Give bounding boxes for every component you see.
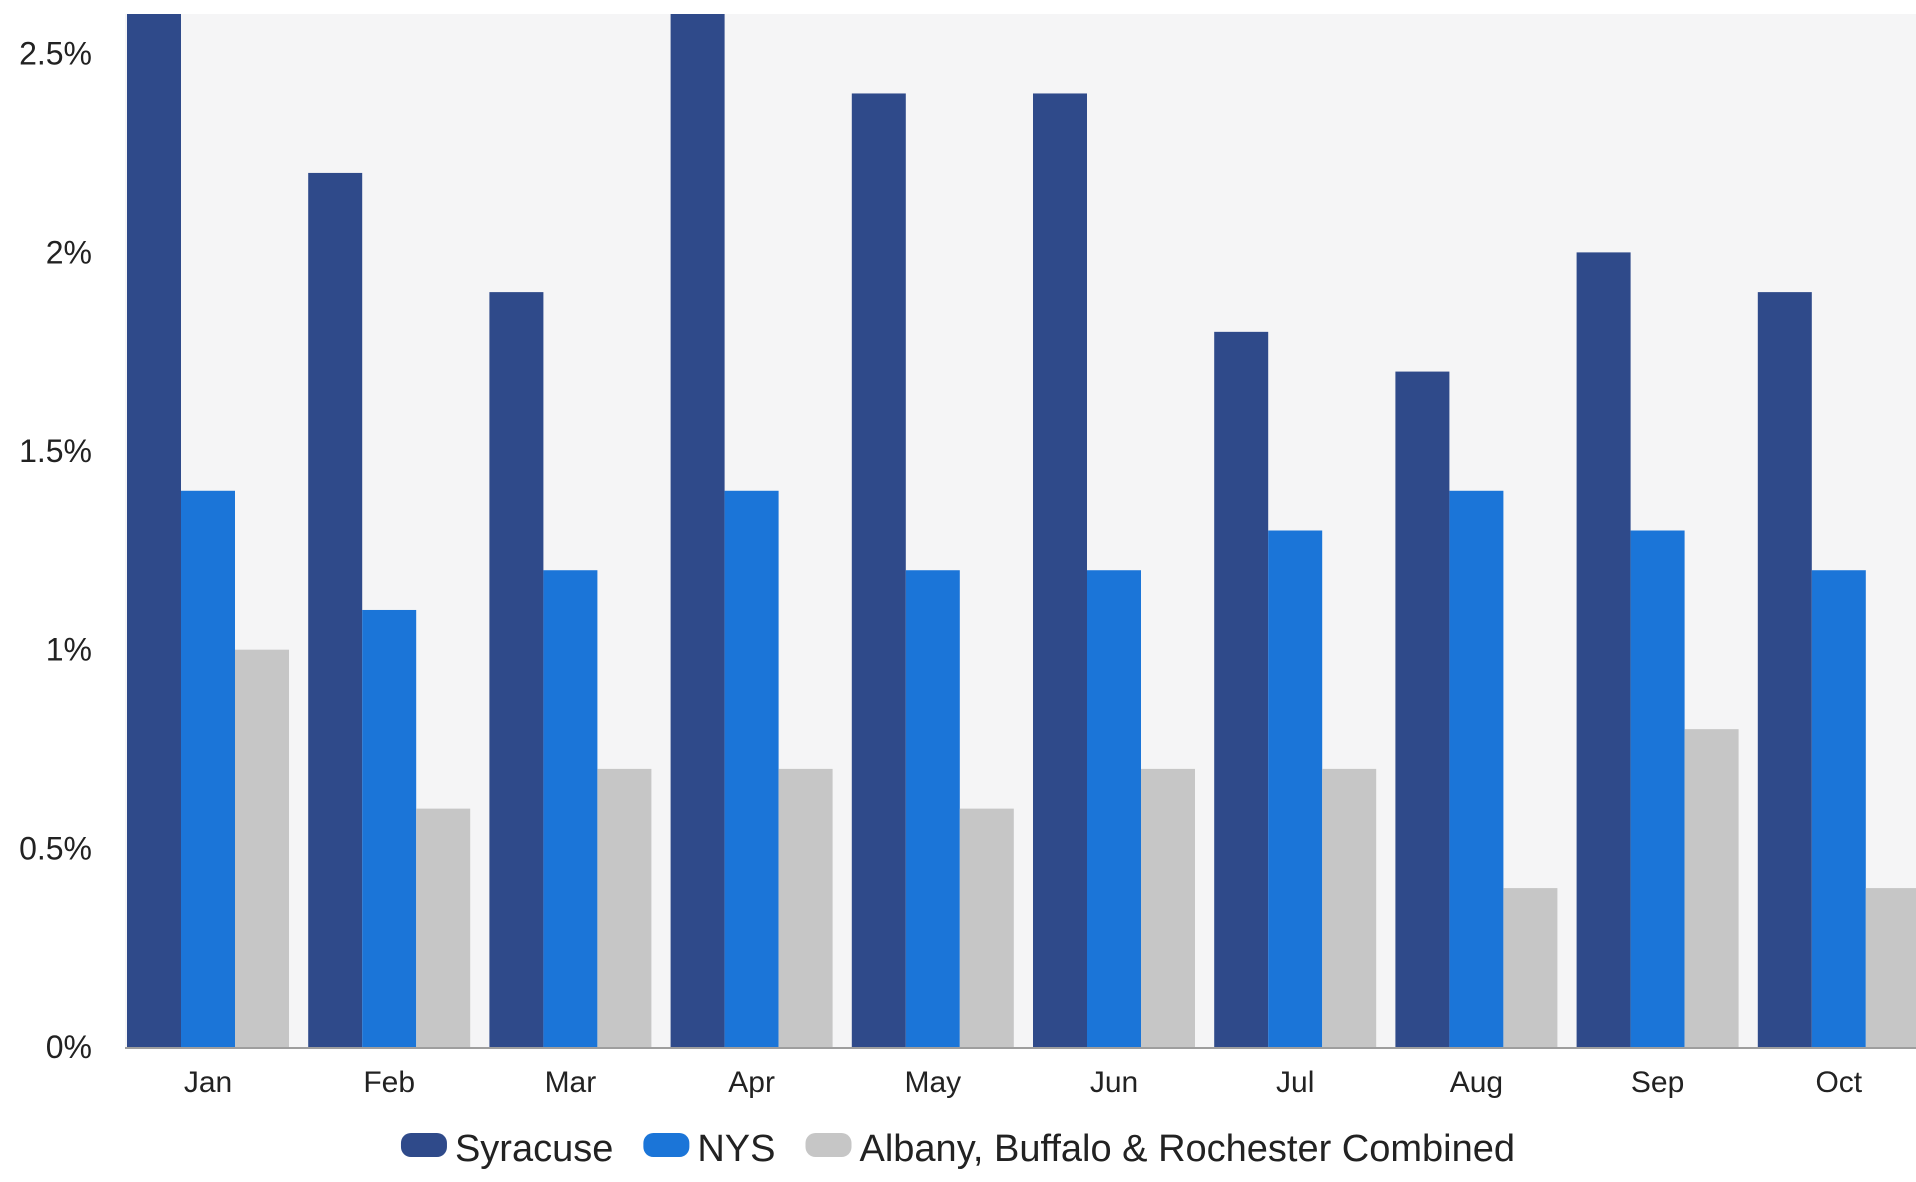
bar-jul-series-1 bbox=[1268, 530, 1323, 1047]
y-tick-label: 0% bbox=[46, 1029, 92, 1065]
bar-mar-series-2 bbox=[597, 768, 652, 1047]
bar-mar-series-1 bbox=[543, 570, 598, 1047]
x-tick-label: Apr bbox=[728, 1066, 775, 1099]
legend-item: Syracuse bbox=[400, 1128, 613, 1170]
bar-aug-series-1 bbox=[1449, 490, 1504, 1047]
bar-oct-series-1 bbox=[1811, 570, 1866, 1047]
bar-jul-series-2 bbox=[1322, 768, 1377, 1047]
y-tick-label: 1.5% bbox=[19, 433, 92, 469]
legend-label: Syracuse bbox=[455, 1128, 613, 1170]
legend-item: Albany, Buffalo & Rochester Combined bbox=[805, 1128, 1516, 1170]
legend-swatch bbox=[400, 1133, 447, 1157]
x-axis-ticks: Jan Feb Mar Apr May Jun Jul Aug Sep Oct bbox=[184, 1066, 1863, 1099]
bar-feb-series-1 bbox=[362, 609, 417, 1047]
x-tick-label: Jun bbox=[1090, 1066, 1138, 1099]
y-tick-label: 2.5% bbox=[19, 36, 92, 72]
bar-aug-series-0 bbox=[1395, 371, 1450, 1048]
bar-oct-series-0 bbox=[1757, 292, 1812, 1048]
bar-sep-series-1 bbox=[1630, 530, 1685, 1047]
bar-aug-series-2 bbox=[1503, 888, 1558, 1047]
bar-feb-series-0 bbox=[308, 172, 363, 1047]
x-tick-label: May bbox=[904, 1066, 961, 1099]
bars-group bbox=[127, 14, 1916, 1048]
legend-item: NYS bbox=[643, 1128, 776, 1170]
bar-jun-series-0 bbox=[1033, 93, 1087, 1047]
legend-swatch bbox=[643, 1133, 690, 1157]
bar-jan-series-1 bbox=[181, 490, 235, 1047]
bar-may-series-0 bbox=[851, 93, 906, 1047]
bar-oct-series-2 bbox=[1865, 888, 1916, 1047]
x-tick-label: Oct bbox=[1815, 1066, 1862, 1099]
bar-sep-series-0 bbox=[1576, 252, 1631, 1047]
bar-feb-series-2 bbox=[416, 808, 471, 1047]
bar-jan-series-2 bbox=[235, 649, 289, 1047]
x-tick-label: Jan bbox=[184, 1066, 232, 1099]
x-tick-label: Jul bbox=[1276, 1066, 1314, 1099]
x-tick-label: Aug bbox=[1450, 1066, 1503, 1099]
x-tick-label: Feb bbox=[363, 1066, 415, 1099]
bar-apr-series-0 bbox=[670, 14, 725, 1047]
legend: Syracuse NYS Albany, Buffalo & Rochester C… bbox=[400, 1128, 1516, 1170]
bar-sep-series-2 bbox=[1684, 729, 1739, 1047]
bar-apr-series-2 bbox=[778, 768, 833, 1047]
y-tick-label: 0.5% bbox=[19, 830, 92, 866]
legend-label: Albany, Buffalo & Rochester Combined bbox=[860, 1128, 1516, 1170]
bar-jun-series-1 bbox=[1087, 570, 1141, 1047]
y-tick-label: 2% bbox=[46, 234, 92, 270]
x-tick-label: Mar bbox=[545, 1066, 597, 1099]
y-axis-ticks: 0% 0.5% 1% 1.5% 2% 2.5% bbox=[19, 36, 92, 1065]
bar-may-series-1 bbox=[905, 570, 960, 1047]
x-tick-label: Sep bbox=[1631, 1066, 1684, 1099]
bar-apr-series-1 bbox=[724, 490, 779, 1047]
legend-swatch bbox=[805, 1133, 852, 1157]
y-tick-label: 1% bbox=[46, 632, 92, 668]
bar-mar-series-0 bbox=[489, 292, 544, 1048]
legend-label: NYS bbox=[697, 1128, 775, 1170]
bar-jul-series-0 bbox=[1214, 331, 1269, 1047]
bar-may-series-2 bbox=[959, 808, 1014, 1047]
bar-jun-series-2 bbox=[1141, 768, 1195, 1047]
bar-jan-series-0 bbox=[127, 14, 181, 1047]
